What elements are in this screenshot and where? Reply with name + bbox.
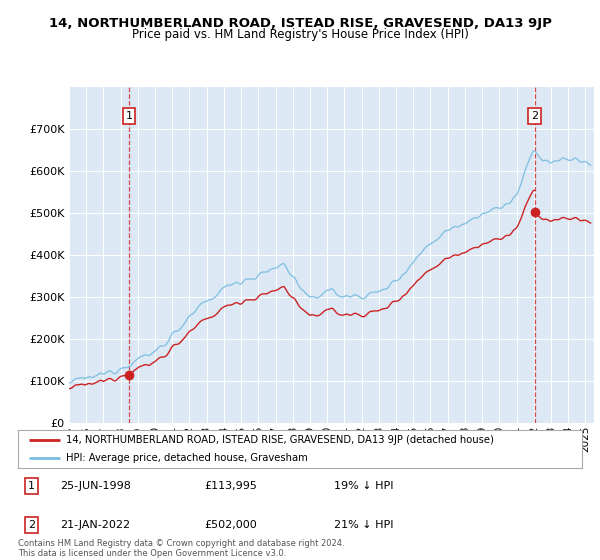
Text: 14, NORTHUMBERLAND ROAD, ISTEAD RISE, GRAVESEND, DA13 9JP (detached house): 14, NORTHUMBERLAND ROAD, ISTEAD RISE, GR… [66, 435, 494, 445]
Text: 2: 2 [531, 111, 538, 121]
Text: 1: 1 [125, 111, 133, 121]
Text: £113,995: £113,995 [204, 481, 257, 491]
Text: 1: 1 [28, 481, 35, 491]
Text: £502,000: £502,000 [204, 520, 257, 530]
Text: 25-JUN-1998: 25-JUN-1998 [60, 481, 131, 491]
Text: 14, NORTHUMBERLAND ROAD, ISTEAD RISE, GRAVESEND, DA13 9JP: 14, NORTHUMBERLAND ROAD, ISTEAD RISE, GR… [49, 17, 551, 30]
Text: 21% ↓ HPI: 21% ↓ HPI [334, 520, 394, 530]
Text: 19% ↓ HPI: 19% ↓ HPI [334, 481, 394, 491]
Text: HPI: Average price, detached house, Gravesham: HPI: Average price, detached house, Grav… [66, 453, 308, 463]
Text: Price paid vs. HM Land Registry's House Price Index (HPI): Price paid vs. HM Land Registry's House … [131, 28, 469, 41]
Text: 2: 2 [28, 520, 35, 530]
Text: 21-JAN-2022: 21-JAN-2022 [60, 520, 130, 530]
Text: Contains HM Land Registry data © Crown copyright and database right 2024.
This d: Contains HM Land Registry data © Crown c… [18, 539, 344, 558]
